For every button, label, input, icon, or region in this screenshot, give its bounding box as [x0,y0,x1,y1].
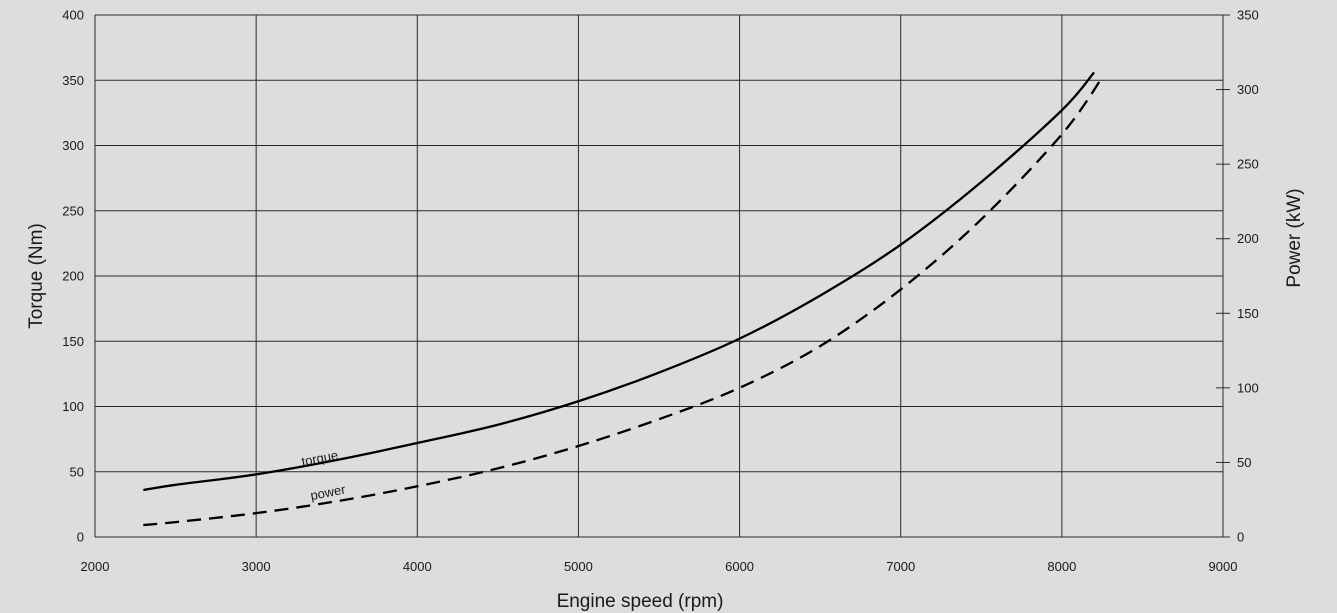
left-y-tick-label: 0 [77,530,84,545]
x-tick-label: 2000 [81,559,110,574]
right-y-tick-label: 50 [1237,455,1251,470]
left-y-tick-label: 150 [62,334,84,349]
x-tick-label: 4000 [403,559,432,574]
right-y-tick-label: 350 [1237,8,1259,23]
x-axis-title: Engine speed (rpm) [557,591,724,612]
x-axis-ticks: 2000 3000 4000 5000 6000 7000 8000 9000 [81,559,1238,574]
power-curve-label: power [309,481,347,503]
left-y-tick-label: 200 [62,269,84,284]
left-y-tick-label: 300 [62,138,84,153]
torque-curve-label: torque [300,447,339,469]
left-y-tick-label: 250 [62,203,84,218]
x-tick-label: 8000 [1047,559,1076,574]
right-y-tick-label: 200 [1237,231,1259,246]
left-y-axis-title: Torque (Nm) [26,223,47,329]
left-y-tick-label: 400 [62,8,84,23]
x-tick-label: 5000 [564,559,593,574]
right-y-axis-title: Power (kW) [1284,188,1305,287]
x-tick-label: 7000 [886,559,915,574]
left-y-axis-ticks: 0 50 100 150 200 250 300 350 400 [62,8,84,545]
power-curve [143,76,1104,527]
x-tick-label: 9000 [1209,559,1238,574]
left-y-tick-label: 350 [62,73,84,88]
left-y-tick-label: 50 [70,464,84,479]
right-y-tick-label: 0 [1237,530,1244,545]
right-y-tick-label: 100 [1237,380,1259,395]
curve-annotations: torque power [300,447,347,503]
x-tick-label: 3000 [242,559,271,574]
right-y-axis-ticks: 0 50 100 150 200 250 300 350 [1216,8,1259,545]
right-y-tick-label: 300 [1237,82,1259,97]
left-y-tick-label: 100 [62,399,84,414]
curves [143,71,1104,527]
grid [94,14,1224,538]
right-y-tick-label: 250 [1237,157,1259,172]
right-y-tick-label: 150 [1237,306,1259,321]
torque-curve [143,71,1095,492]
x-tick-label: 6000 [725,559,754,574]
